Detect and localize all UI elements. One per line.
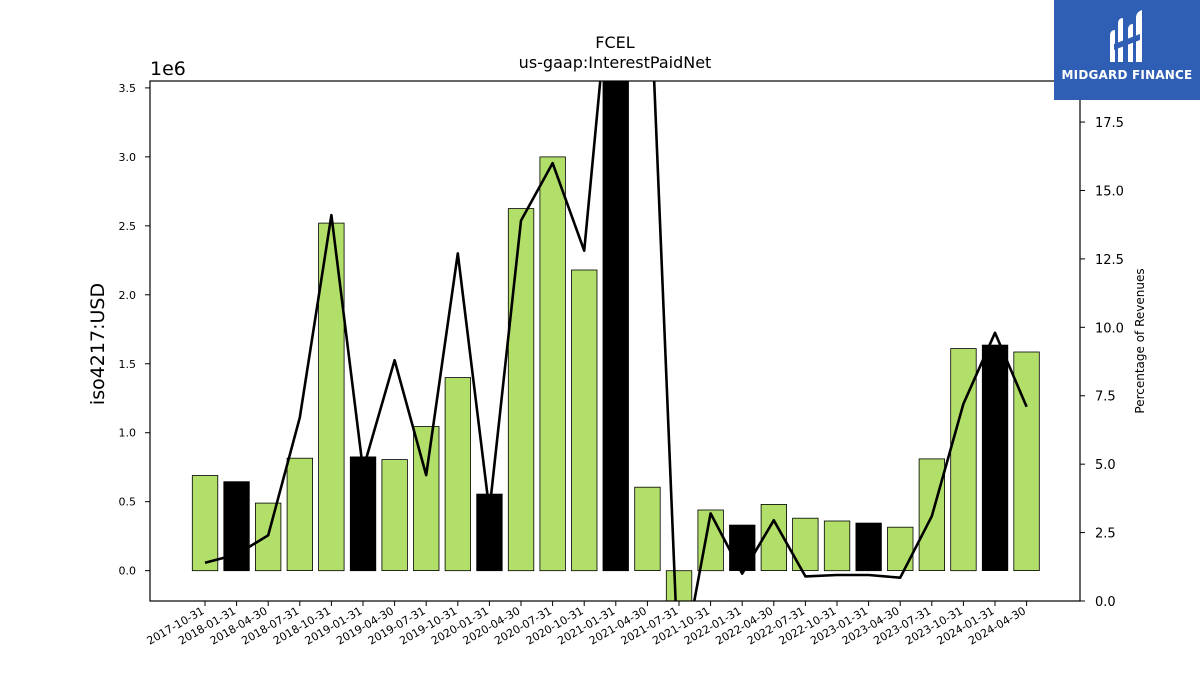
y-tick-label: 1.5	[119, 358, 137, 371]
y2-tick-label: 7.5	[1095, 390, 1116, 405]
bar	[823, 520, 851, 572]
y-axis-label: iso4217:USD	[87, 283, 109, 405]
bar	[729, 524, 756, 571]
midgard-finance-logo: MIDGARD FINANCE	[1054, 0, 1200, 100]
chart-title: FCEL	[595, 33, 634, 52]
bar	[539, 156, 566, 572]
bar	[381, 459, 408, 572]
percentage-line	[204, 81, 1028, 601]
y-tick-label: 3.5	[119, 82, 137, 95]
y-scale-label: 1e6	[150, 58, 186, 80]
chart-subtitle: us-gaap:InterestPaidNet	[519, 53, 712, 72]
bar	[286, 457, 314, 572]
y-tick-label: 3.0	[119, 151, 137, 164]
bar	[254, 502, 282, 572]
bar	[507, 208, 535, 572]
y2-tick-label: 10.0	[1095, 321, 1124, 336]
bar	[887, 526, 914, 572]
y-tick-label: 2.0	[119, 289, 137, 302]
bar-series	[191, 81, 1040, 601]
bar	[665, 570, 693, 601]
y-tick-label: 1.0	[119, 427, 137, 440]
bar	[602, 81, 629, 572]
y-tick-label: 0.5	[119, 496, 137, 509]
logo-mark-icon	[1110, 10, 1142, 62]
y2-tick-label: 0.0	[1095, 595, 1116, 610]
y-tick-label: 0.0	[119, 565, 137, 578]
bar	[444, 377, 472, 572]
bar	[634, 486, 661, 572]
line-series	[204, 81, 1028, 601]
bar	[571, 269, 598, 572]
y2-tick-label: 5.0	[1095, 458, 1116, 473]
y2-tick-label: 15.0	[1095, 184, 1124, 199]
bar	[191, 475, 219, 572]
y2-axis-label: Percentage of Revenues	[1133, 268, 1147, 413]
bar	[855, 522, 882, 572]
bar	[981, 344, 1009, 572]
y2-tick-label: 17.5	[1095, 116, 1124, 131]
bar	[413, 426, 440, 572]
logo-text: MIDGARD FINANCE	[1061, 68, 1193, 82]
y2-tick-label: 2.5	[1095, 527, 1116, 542]
plot-frame	[149, 80, 1081, 602]
bar	[349, 456, 377, 572]
y2-tick-label: 12.5	[1095, 253, 1124, 268]
y-tick-label: 2.5	[119, 220, 137, 233]
